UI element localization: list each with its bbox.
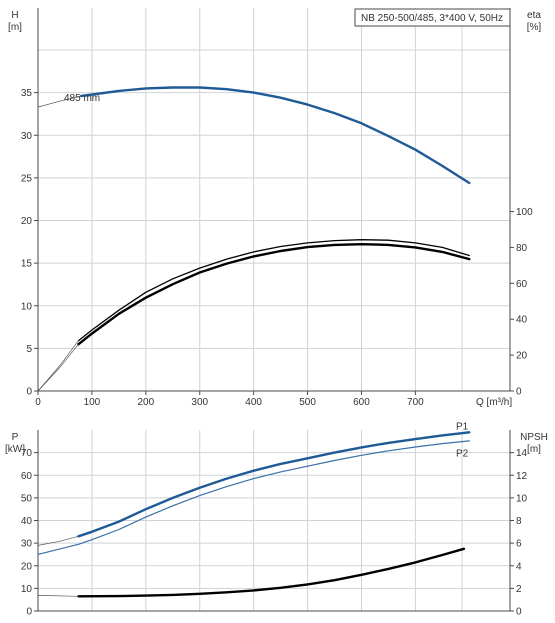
- right-tick-label: 12: [516, 471, 528, 482]
- x-tick-label: 400: [245, 397, 262, 408]
- right-tick-label: 60: [516, 279, 528, 290]
- right-tick-label: 0: [516, 607, 522, 618]
- left-tick-label: 50: [21, 493, 33, 504]
- right-tick-label: 4: [516, 561, 522, 572]
- left-tick-label: 10: [21, 301, 33, 312]
- right-tick-label: 80: [516, 243, 528, 254]
- left-tick-label: 35: [21, 88, 33, 99]
- left-tick-label: 0: [26, 387, 32, 398]
- right-tick-label: 10: [516, 493, 528, 504]
- series-p1-extrapolation: [37, 535, 79, 546]
- right-tick-label: 8: [516, 516, 522, 527]
- x-tick-label: 700: [407, 397, 424, 408]
- right-tick-label: 0: [516, 387, 522, 398]
- chart-title: NB 250-500/485, 3*400 V, 50Hz: [361, 13, 503, 24]
- left-tick-label: 60: [21, 471, 33, 482]
- x-tick-label: 100: [84, 397, 101, 408]
- x-tick-label: 500: [299, 397, 316, 408]
- curve-annotation-485mm: 485 mm: [64, 93, 100, 104]
- series-npsh: [77, 547, 466, 598]
- series-h-extrapolation: [37, 95, 82, 108]
- left-axis-unit: [kW]: [5, 444, 25, 455]
- x-axis-title: Q [m³/h]: [476, 397, 512, 408]
- chart-title-box: [354, 8, 511, 27]
- left-tick-label: 25: [21, 173, 33, 184]
- x-tick-label: 200: [137, 397, 154, 408]
- right-tick-label: 100: [516, 207, 533, 218]
- right-tick-label: 2: [516, 584, 522, 595]
- right-tick-label: 14: [516, 448, 528, 459]
- left-axis-unit: [m]: [8, 22, 22, 33]
- left-tick-label: 15: [21, 259, 33, 270]
- series-npsh-extrapolation: [37, 595, 79, 597]
- left-tick-label: 0: [26, 607, 32, 618]
- series-eta-extrapolation-2: [37, 340, 79, 392]
- left-tick-label: 20: [21, 561, 33, 572]
- right-axis-unit: [m]: [527, 444, 541, 455]
- series-p1: [77, 431, 471, 538]
- x-tick-label: 0: [35, 397, 41, 408]
- right-axis-title: eta: [527, 10, 541, 21]
- left-tick-label: 40: [21, 516, 33, 527]
- right-tick-label: 6: [516, 539, 522, 550]
- left-axis-title: P: [12, 432, 19, 443]
- series-label-p2: P2: [456, 449, 469, 460]
- left-tick-label: 5: [26, 344, 32, 355]
- series-485-mm: [79, 86, 471, 185]
- right-axis-unit: [%]: [527, 22, 542, 33]
- left-tick-label: 70: [21, 448, 33, 459]
- right-tick-label: 40: [516, 315, 528, 326]
- series-eta-lower: [77, 243, 471, 346]
- left-tick-label: 30: [21, 539, 33, 550]
- series-label-p1: P1: [456, 421, 469, 432]
- power-npsh-panel: 0 10 20 30 40 50 60 70 0 2 4 6 8 10 12 14 P[kW] NPSH[m] P1…: [5, 421, 548, 617]
- left-tick-label: 20: [21, 216, 33, 227]
- left-axis-title: H: [11, 10, 18, 21]
- left-tick-label: 30: [21, 131, 33, 142]
- series-eta-upper: [77, 239, 470, 342]
- head-efficiency-panel: 0 5 10 15 20 25 30 35 0 20 40 60 80 100 H[m] eta[%] 0 100…: [8, 8, 541, 408]
- series-p2: [37, 440, 470, 555]
- right-tick-label: 20: [516, 351, 528, 362]
- left-tick-label: 10: [21, 584, 33, 595]
- series-eta-extrapolation: [37, 343, 79, 392]
- x-tick-label: 600: [353, 397, 370, 408]
- right-axis-title: NPSH: [520, 432, 548, 443]
- x-tick-label: 300: [191, 397, 208, 408]
